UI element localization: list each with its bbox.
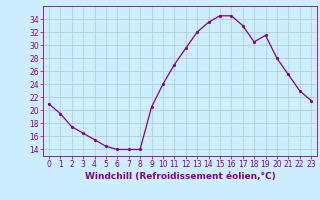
X-axis label: Windchill (Refroidissement éolien,°C): Windchill (Refroidissement éolien,°C) — [84, 172, 276, 181]
